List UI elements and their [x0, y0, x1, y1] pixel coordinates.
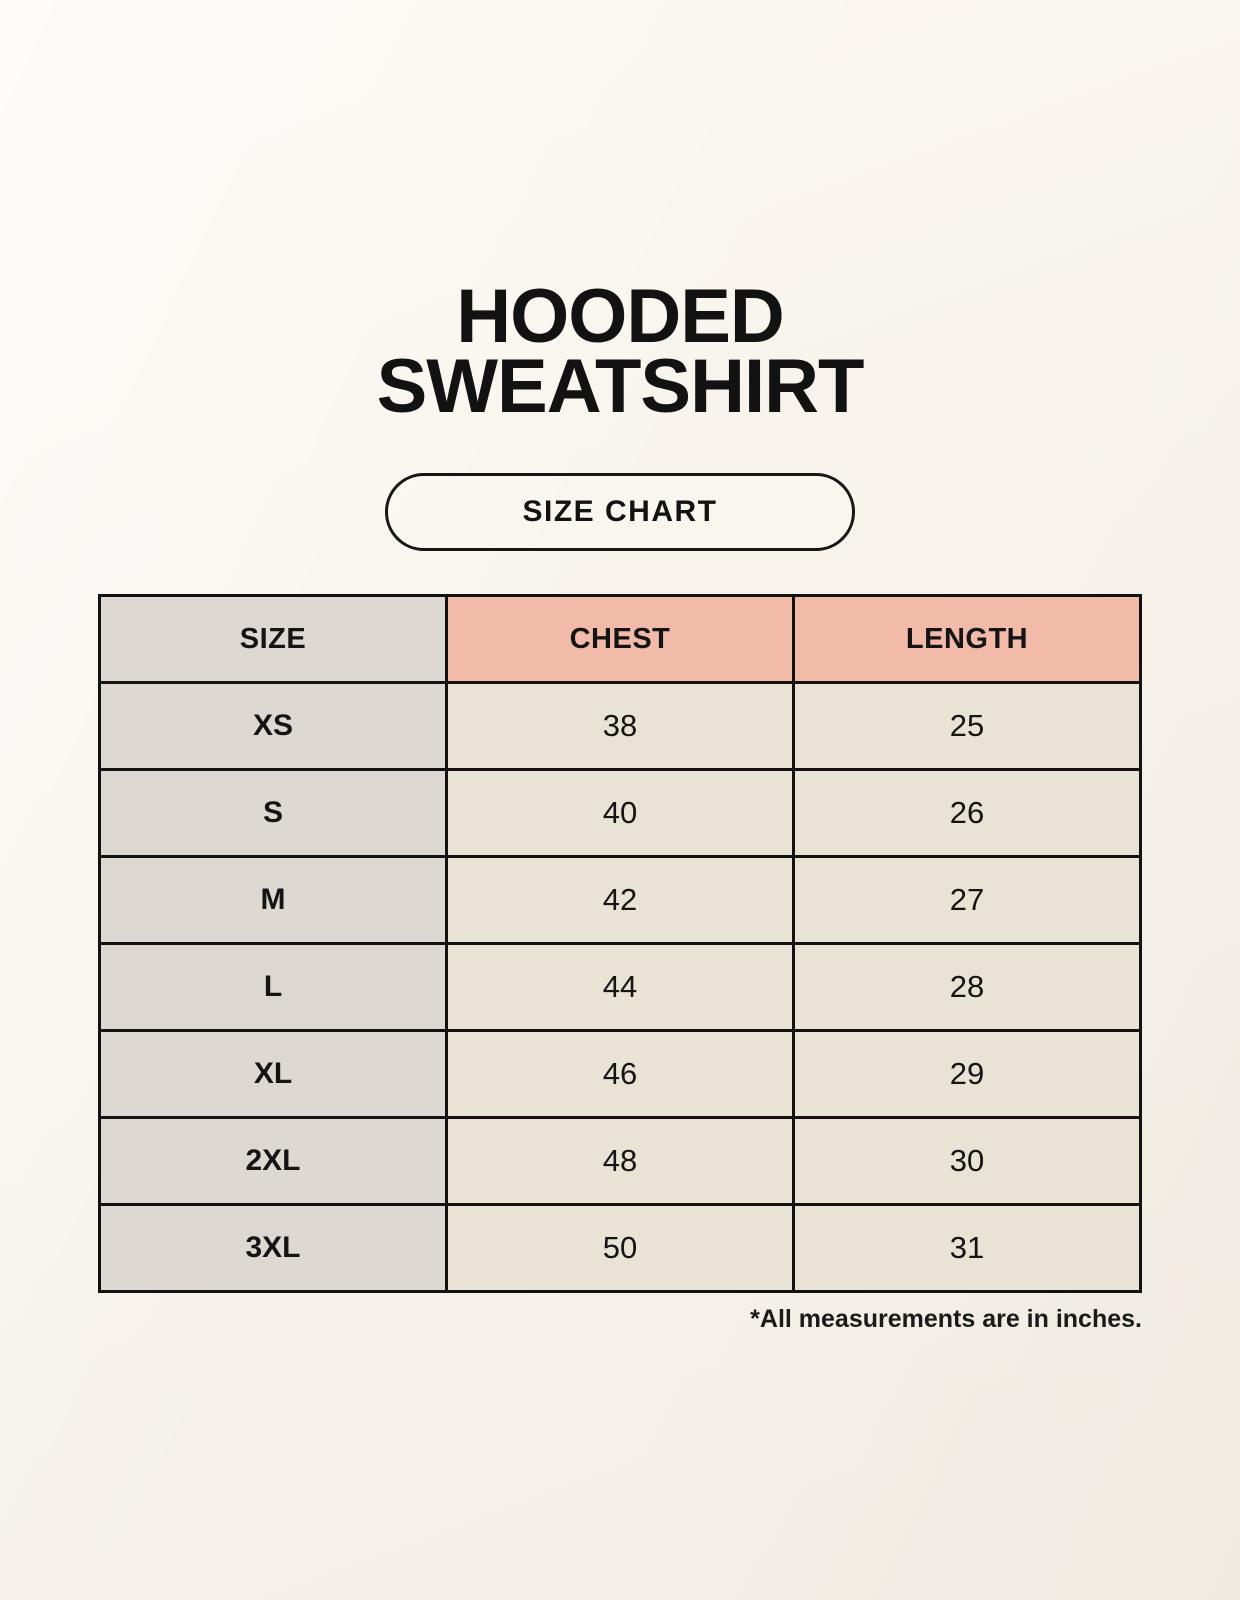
size-chart-button-wrap: SIZE CHART	[0, 473, 1240, 551]
table-row: 2XL 48 30	[98, 1116, 1142, 1206]
chest-cell: 48	[445, 1116, 795, 1206]
column-header-length: LENGTH	[792, 594, 1142, 684]
table-row: L 44 28	[98, 942, 1142, 1032]
column-header-chest: CHEST	[445, 594, 795, 684]
size-cell: 2XL	[98, 1116, 448, 1206]
chest-cell: 44	[445, 942, 795, 1032]
page-title-line1: HOODED	[456, 274, 785, 359]
size-chart-button[interactable]: SIZE CHART	[385, 473, 855, 551]
chest-cell: 38	[445, 681, 795, 771]
column-header-size: SIZE	[98, 594, 448, 684]
length-cell: 31	[792, 1203, 1142, 1293]
chest-cell: 50	[445, 1203, 795, 1293]
length-cell: 28	[792, 942, 1142, 1032]
header-row: SIZE CHEST LENGTH	[98, 594, 1142, 684]
length-cell: 25	[792, 681, 1142, 771]
page-title-line2: SWEATSHIRT	[376, 344, 865, 429]
table-row: XS 38 25	[98, 681, 1142, 771]
length-cell: 30	[792, 1116, 1142, 1206]
size-chart-table-wrap: SIZE CHEST LENGTH XS 38 25 S 40 26 M	[98, 594, 1142, 1293]
chest-cell: 46	[445, 1029, 795, 1119]
measurements-footnote: *All measurements are in inches.	[750, 1305, 1142, 1333]
size-chart-button-label: SIZE CHART	[522, 495, 718, 528]
size-chart-table: SIZE CHEST LENGTH XS 38 25 S 40 26 M	[98, 594, 1142, 1293]
chest-cell: 42	[445, 855, 795, 945]
length-cell: 29	[792, 1029, 1142, 1119]
table-row: S 40 26	[98, 768, 1142, 858]
size-cell: S	[98, 768, 448, 858]
page-title: HOODED SWEATSHIRT	[0, 279, 1240, 425]
length-cell: 27	[792, 855, 1142, 945]
table-row: XL 46 29	[98, 1029, 1142, 1119]
size-cell: XL	[98, 1029, 448, 1119]
length-cell: 26	[792, 768, 1142, 858]
size-cell: M	[98, 855, 448, 945]
size-cell: XS	[98, 681, 448, 771]
size-cell: L	[98, 942, 448, 1032]
size-cell: 3XL	[98, 1203, 448, 1293]
table-row: 3XL 50 31	[98, 1203, 1142, 1293]
table-row: M 42 27	[98, 855, 1142, 945]
chest-cell: 40	[445, 768, 795, 858]
